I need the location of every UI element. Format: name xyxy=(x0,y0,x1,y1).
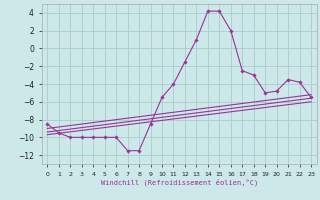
X-axis label: Windchill (Refroidissement éolien,°C): Windchill (Refroidissement éolien,°C) xyxy=(100,178,258,186)
